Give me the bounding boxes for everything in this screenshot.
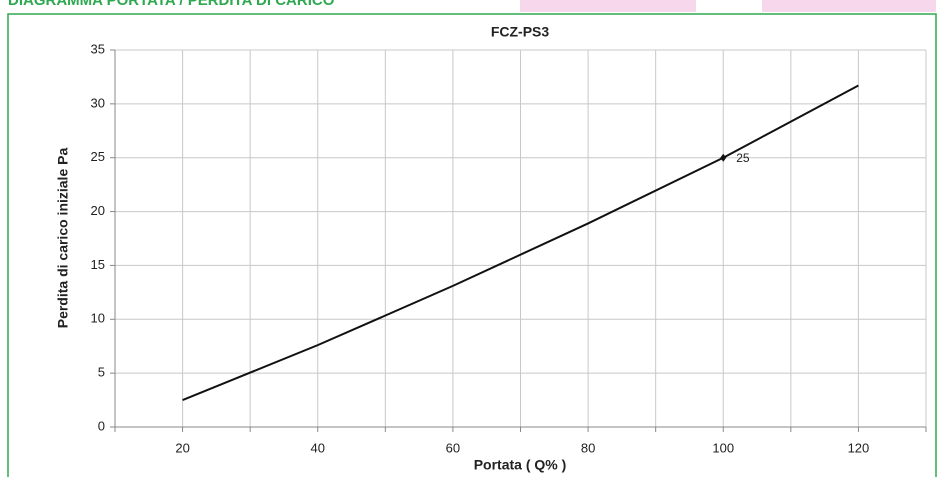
- x-tick-label: 120: [848, 440, 870, 455]
- header-title: DIAGRAMMA PORTATA / PERDITA DI CARICO: [8, 0, 335, 9]
- y-tick-label: 5: [98, 365, 105, 380]
- x-axis-label: Portata ( Q% ): [474, 457, 567, 473]
- y-tick-label: 10: [91, 311, 105, 326]
- tab: [520, 0, 696, 12]
- y-tick-label: 15: [91, 257, 105, 272]
- x-tick-label: 20: [175, 440, 189, 455]
- data-label: 25: [736, 151, 750, 165]
- y-tick-label: 25: [91, 149, 105, 164]
- y-tick-label: 0: [98, 418, 105, 433]
- y-tick-label: 30: [91, 95, 105, 110]
- x-tick-label: 40: [311, 440, 325, 455]
- x-tick-label: 100: [712, 440, 734, 455]
- x-tick-label: 60: [446, 440, 460, 455]
- y-axis-label: Perdita di carico iniziale Pa: [55, 148, 71, 329]
- data-line: [182, 84, 859, 401]
- x-tick-label: 80: [581, 440, 595, 455]
- chart-title: FCZ-PS3: [491, 24, 550, 40]
- frame: [7, 13, 937, 477]
- data-point: [720, 153, 727, 162]
- tab: [762, 0, 936, 12]
- y-tick-label: 35: [91, 41, 105, 56]
- y-tick-label: 20: [91, 203, 105, 218]
